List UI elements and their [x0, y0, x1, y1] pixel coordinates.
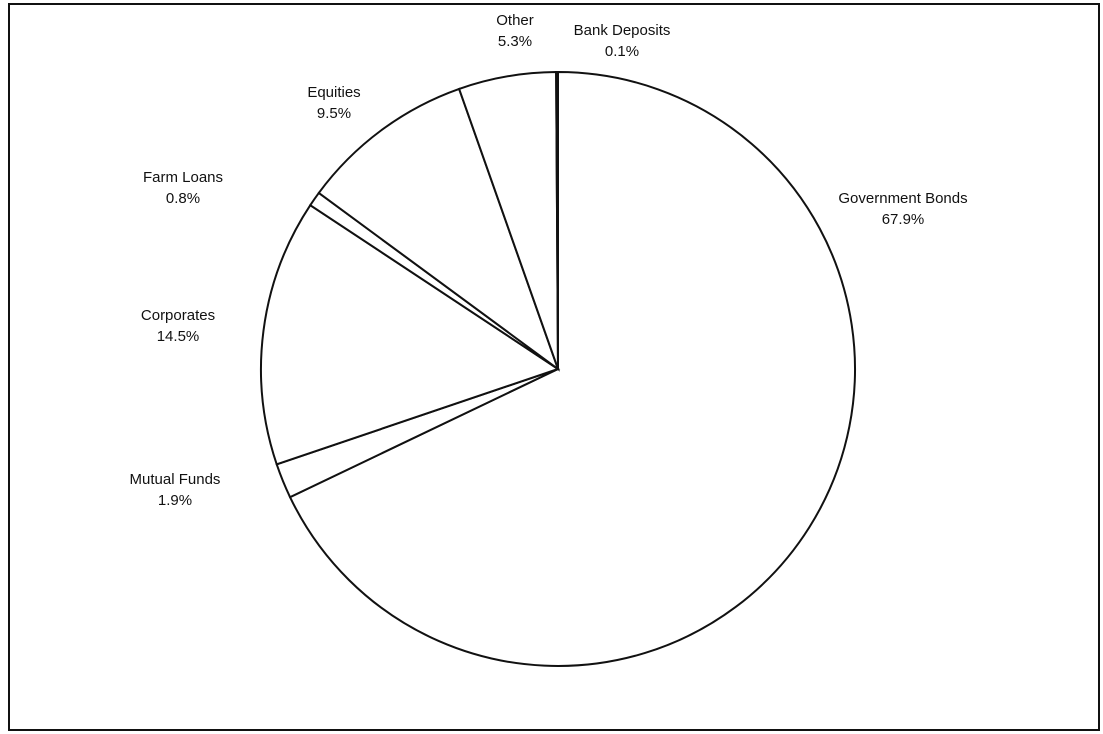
slice-label-bank-deposits: Bank Deposits — [574, 22, 671, 39]
slice-percent-mutual-funds: 1.9% — [158, 492, 192, 509]
slice-percent-corporates: 14.5% — [157, 328, 200, 345]
pie-slice-equities — [317, 87, 561, 372]
pie-slices — [260, 70, 856, 667]
pie-slice-bank-deposits — [555, 70, 559, 370]
slice-percent-other: 5.3% — [498, 33, 532, 50]
slice-label-farm-loans: Farm Loans — [143, 169, 223, 186]
slice-percent-bank-deposits: 0.1% — [605, 43, 639, 60]
slice-percent-equities: 9.5% — [317, 105, 351, 122]
slice-percent-farm-loans: 0.8% — [166, 190, 200, 207]
slice-label-mutual-funds: Mutual Funds — [130, 471, 221, 488]
pie-slice-corporates — [260, 203, 561, 466]
slice-label-government-bonds: Government Bonds — [838, 190, 967, 207]
pie-slice-government-bonds — [288, 70, 856, 667]
slice-percent-government-bonds: 67.9% — [882, 211, 925, 228]
pie-labels: Government Bonds 67.9% Mutual Funds 1.9% Cor… — [130, 12, 968, 509]
slice-label-equities: Equities — [307, 84, 360, 101]
slice-label-corporates: Corporates — [141, 307, 215, 324]
slice-label-other: Other — [496, 12, 534, 29]
